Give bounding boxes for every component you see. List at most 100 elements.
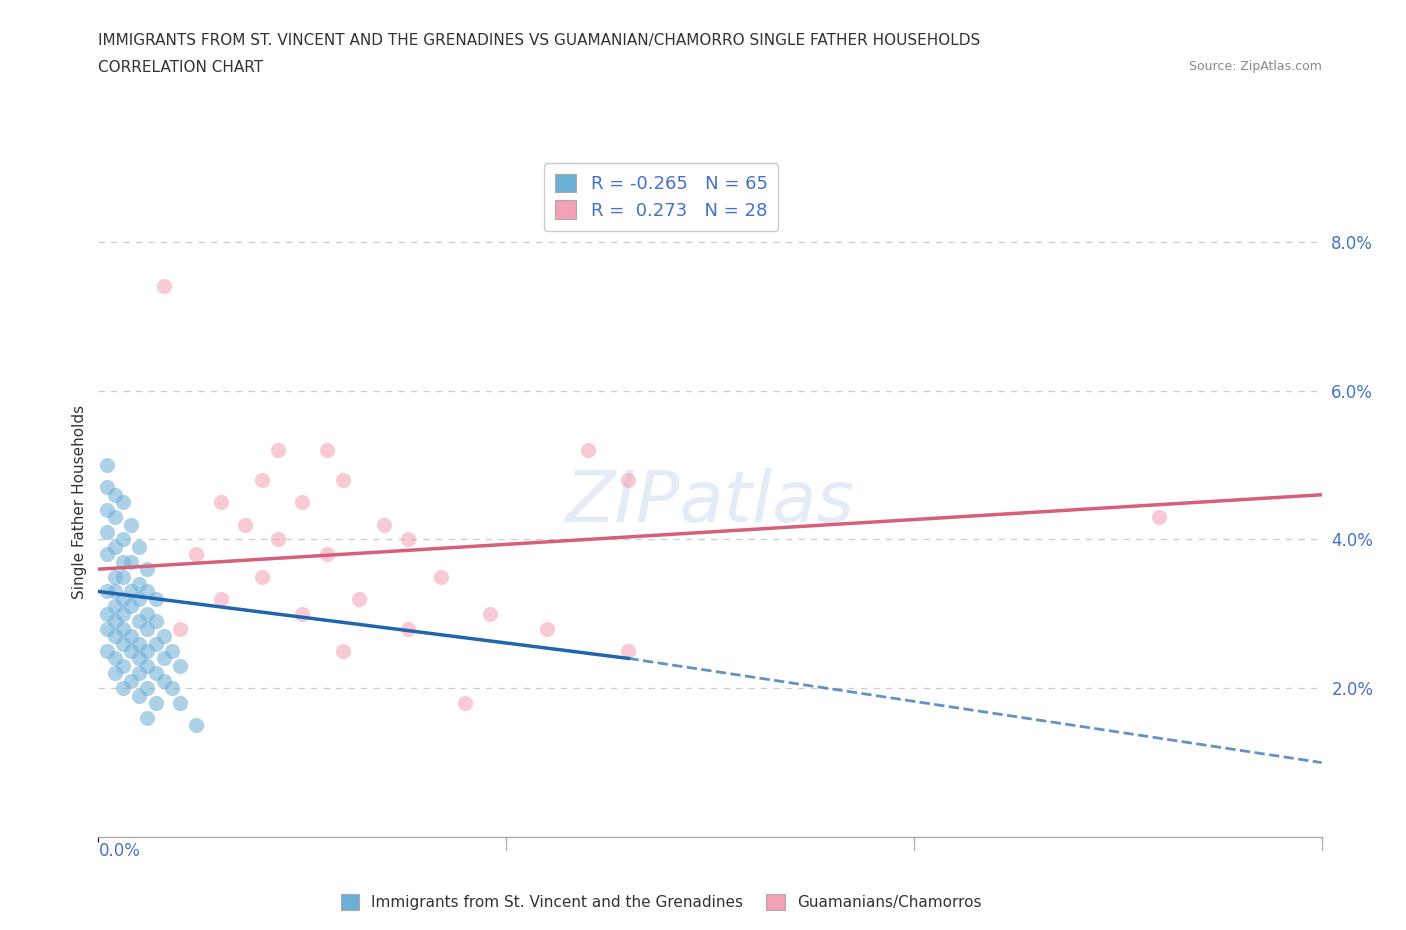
Point xyxy=(104,539,127,554)
Point xyxy=(136,711,159,725)
Point xyxy=(128,666,150,681)
Point xyxy=(145,614,167,629)
Point xyxy=(209,495,232,510)
Point xyxy=(152,629,174,644)
Point xyxy=(111,591,134,606)
Point xyxy=(96,606,118,621)
Point xyxy=(104,666,127,681)
Point xyxy=(291,606,314,621)
Point xyxy=(267,443,290,458)
Point xyxy=(128,614,150,629)
Point xyxy=(111,606,134,621)
Point xyxy=(136,562,159,577)
Point xyxy=(349,591,371,606)
Point xyxy=(96,502,118,517)
Point xyxy=(120,554,142,569)
Point xyxy=(120,629,142,644)
Point xyxy=(128,539,150,554)
Point xyxy=(136,606,159,621)
Point xyxy=(128,651,150,666)
Point xyxy=(136,644,159,658)
Point xyxy=(454,696,477,711)
Point xyxy=(536,621,558,636)
Legend: Immigrants from St. Vincent and the Grenadines, Guamanians/Chamorros: Immigrants from St. Vincent and the Gren… xyxy=(335,888,987,916)
Point xyxy=(104,510,127,525)
Point xyxy=(120,673,142,688)
Point xyxy=(152,651,174,666)
Point xyxy=(96,644,118,658)
Point xyxy=(96,525,118,539)
Point xyxy=(209,591,232,606)
Point xyxy=(96,458,118,472)
Point xyxy=(267,532,290,547)
Point xyxy=(111,681,134,696)
Point xyxy=(250,569,273,584)
Point xyxy=(111,658,134,673)
Text: IMMIGRANTS FROM ST. VINCENT AND THE GRENADINES VS GUAMANIAN/CHAMORRO SINGLE FATH: IMMIGRANTS FROM ST. VINCENT AND THE GREN… xyxy=(98,33,980,47)
Point xyxy=(617,644,640,658)
Point xyxy=(396,532,419,547)
Text: Source: ZipAtlas.com: Source: ZipAtlas.com xyxy=(1188,60,1322,73)
Point xyxy=(145,591,167,606)
Point xyxy=(315,547,337,562)
Point xyxy=(145,636,167,651)
Point xyxy=(145,696,167,711)
Point xyxy=(1147,510,1170,525)
Point xyxy=(104,584,127,599)
Point xyxy=(96,584,118,599)
Point xyxy=(104,651,127,666)
Point xyxy=(104,629,127,644)
Point xyxy=(104,599,127,614)
Point xyxy=(617,472,640,487)
Point xyxy=(120,517,142,532)
Point xyxy=(120,584,142,599)
Point xyxy=(233,517,256,532)
Point xyxy=(315,443,337,458)
Point xyxy=(332,472,354,487)
Text: CORRELATION CHART: CORRELATION CHART xyxy=(98,60,263,75)
Text: 0.0%: 0.0% xyxy=(98,842,141,859)
Point xyxy=(96,480,118,495)
Point xyxy=(128,591,150,606)
Point xyxy=(111,569,134,584)
Point xyxy=(169,621,191,636)
Point xyxy=(160,681,183,696)
Point xyxy=(96,547,118,562)
Point xyxy=(396,621,419,636)
Point xyxy=(136,584,159,599)
Point xyxy=(136,621,159,636)
Y-axis label: Single Father Households: Single Father Households xyxy=(72,405,87,599)
Point xyxy=(160,644,183,658)
Point xyxy=(104,487,127,502)
Point xyxy=(120,599,142,614)
Point xyxy=(478,606,501,621)
Point xyxy=(332,644,354,658)
Point xyxy=(136,681,159,696)
Point xyxy=(152,279,174,294)
Point xyxy=(128,577,150,591)
Point xyxy=(169,696,191,711)
Point xyxy=(373,517,395,532)
Point xyxy=(145,666,167,681)
Point xyxy=(104,569,127,584)
Point xyxy=(576,443,599,458)
Point xyxy=(250,472,273,487)
Text: ZIPatlas: ZIPatlas xyxy=(565,468,855,537)
Point xyxy=(186,718,208,733)
Point xyxy=(111,636,134,651)
Point xyxy=(430,569,453,584)
Point xyxy=(186,547,208,562)
Point xyxy=(291,495,314,510)
Point xyxy=(128,636,150,651)
Point xyxy=(111,554,134,569)
Point xyxy=(111,621,134,636)
Point xyxy=(104,614,127,629)
Point xyxy=(152,673,174,688)
Point xyxy=(96,621,118,636)
Point xyxy=(169,658,191,673)
Point xyxy=(136,658,159,673)
Point xyxy=(111,495,134,510)
Point xyxy=(111,532,134,547)
Point xyxy=(120,644,142,658)
Point xyxy=(128,688,150,703)
